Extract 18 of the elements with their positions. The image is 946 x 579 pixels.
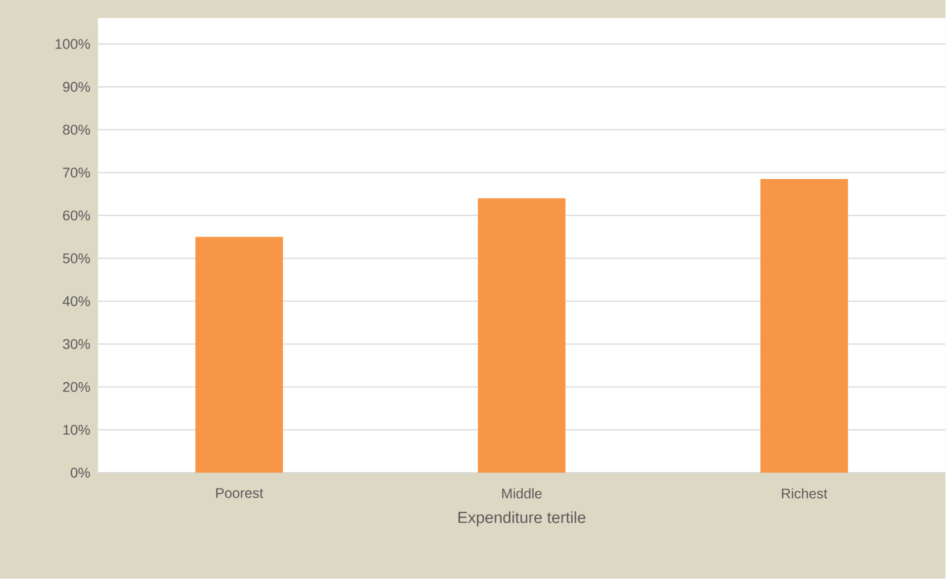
bar (195, 237, 283, 473)
y-tick-label: 90% (63, 82, 90, 92)
y-tick-label: 0% (70, 468, 90, 478)
bar (760, 179, 848, 473)
x-tick-label: Middle (502, 488, 542, 499)
y-tick-label: 30% (62, 339, 90, 350)
y-tick-label: 50% (62, 254, 90, 264)
x-tick-label: Richest (782, 488, 828, 499)
y-tick-label: 10% (63, 425, 90, 435)
y-tick-label: 60% (63, 210, 90, 221)
bar (478, 198, 566, 473)
y-tick-label: 40% (62, 296, 90, 306)
y-tick-label: 80% (63, 124, 90, 135)
y-tick-label: 100% (56, 39, 90, 50)
x-tick-label: Poorest (216, 488, 264, 498)
x-axis-title: Expenditure tertile (458, 512, 586, 526)
y-tick-label: 20% (63, 382, 90, 392)
y-tick-label: 70% (63, 168, 90, 178)
